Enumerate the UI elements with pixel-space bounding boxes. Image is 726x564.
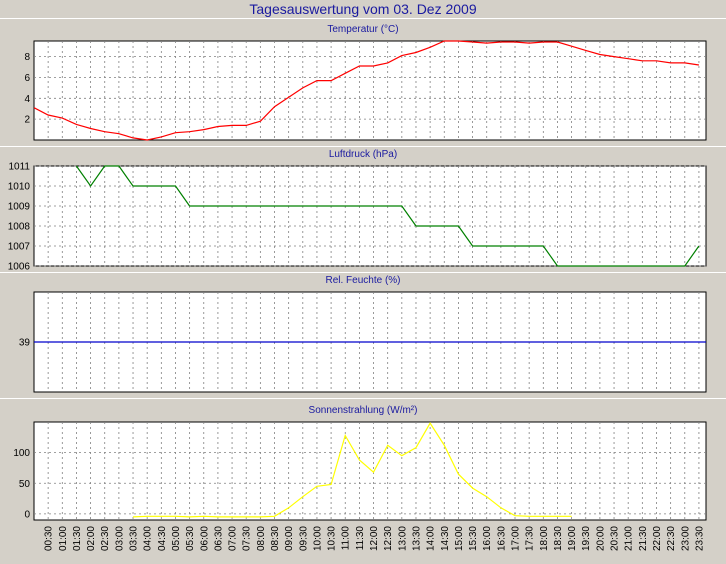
y-tick-label: 6 [24, 73, 30, 84]
x-tick-label: 22:00 [652, 526, 663, 551]
x-tick-label: 14:00 [426, 526, 437, 551]
x-tick-label: 17:30 [525, 526, 536, 551]
x-tick-label: 18:00 [539, 526, 550, 551]
x-tick-label: 06:30 [213, 526, 224, 551]
x-tick-label: 17:00 [511, 526, 522, 551]
plot-area [33, 165, 707, 267]
x-tick-label: 01:00 [58, 526, 69, 551]
y-tick-label: 1006 [8, 262, 31, 273]
y-tick-label: 1011 [8, 162, 30, 173]
x-tick-label: 04:00 [143, 526, 154, 551]
chart-panel-4: Sonnenstrahlung (W/m²) 0 50 100 [0, 398, 726, 521]
y-tick-label: 1007 [8, 242, 31, 253]
x-tick-label: 07:30 [242, 526, 253, 551]
x-tick-label: 21:00 [624, 526, 635, 551]
series-line [75, 165, 700, 267]
y-tick-label: 4 [24, 94, 30, 105]
x-tick-label: 13:30 [412, 526, 423, 551]
x-tick-label: 22:30 [666, 526, 677, 551]
x-tick-label: 12:30 [383, 526, 394, 551]
y-tick-label: 39 [19, 338, 31, 349]
x-tick-label: 11:00 [341, 526, 352, 551]
x-tick-label: 10:30 [327, 526, 338, 551]
series-line [132, 422, 572, 518]
x-tick-label: 09:00 [284, 526, 295, 551]
x-tick-label: 02:30 [100, 526, 111, 551]
x-tick-label: 04:30 [157, 526, 168, 551]
x-tick-label: 07:00 [228, 526, 239, 551]
x-tick-label: 23:30 [694, 526, 705, 551]
x-tick-label: 00:30 [44, 526, 55, 551]
x-tick-label: 10:00 [312, 526, 323, 551]
y-tick-label: 2 [24, 115, 30, 126]
chart-panel-2: Luftdruck (hPa) 1006 1007 1008 1009 1010 1011 [0, 146, 726, 273]
x-tick-label: 12:00 [369, 526, 380, 551]
chart-title: Sonnenstrahlung (W/m²) [309, 405, 418, 416]
series-line [33, 40, 699, 141]
x-tick-label: 16:30 [496, 526, 507, 551]
x-tick-label: 02:00 [86, 526, 97, 551]
y-tick-label: 0 [24, 509, 30, 520]
page-title: Tagesauswertung vom 03. Dez 2009 [249, 1, 477, 17]
x-tick-label: 01:30 [72, 526, 83, 551]
plot-area [33, 40, 707, 141]
chart-title: Temperatur (°C) [327, 24, 398, 35]
y-tick-label: 100 [13, 448, 30, 459]
x-tick-label: 18:30 [553, 526, 564, 551]
plot-area [33, 421, 707, 521]
chart-title: Rel. Feuchte (%) [325, 275, 400, 286]
x-tick-label: 05:00 [171, 526, 182, 551]
x-tick-label: 23:00 [680, 526, 691, 551]
x-tick-label: 08:00 [256, 526, 267, 551]
x-tick-label: 09:30 [298, 526, 309, 551]
x-tick-label: 06:00 [199, 526, 210, 551]
x-tick-label: 15:00 [454, 526, 465, 551]
x-tick-label: 03:00 [114, 526, 125, 551]
y-tick-label: 1009 [8, 202, 31, 213]
x-tick-label: 20:00 [595, 526, 606, 551]
x-tick-label: 20:30 [610, 526, 621, 551]
x-tick-label: 19:30 [581, 526, 592, 551]
y-tick-label: 1008 [8, 222, 31, 233]
x-tick-label: 13:00 [397, 526, 408, 551]
x-tick-label: 15:30 [468, 526, 479, 551]
x-tick-label: 19:00 [567, 526, 578, 551]
x-tick-label: 21:30 [638, 526, 649, 551]
x-tick-label: 08:30 [270, 526, 281, 551]
chart-panel-3: Rel. Feuchte (%) 39 [0, 272, 726, 393]
y-tick-label: 1010 [8, 182, 31, 193]
x-axis: 00:30 01:00 01:30 02:00 02:30 03:00 03:30 04:00… [44, 526, 706, 551]
x-tick-label: 14:30 [440, 526, 451, 551]
y-tick-label: 50 [19, 479, 31, 490]
x-tick-label: 16:00 [482, 526, 493, 551]
y-tick-label: 8 [24, 52, 30, 63]
x-tick-label: 03:30 [129, 526, 140, 551]
x-tick-label: 05:30 [185, 526, 196, 551]
chart-title: Luftdruck (hPa) [329, 149, 397, 160]
x-tick-label: 11:30 [355, 526, 366, 551]
chart-panel-1: Temperatur (°C) 2 4 6 8 [0, 18, 726, 141]
